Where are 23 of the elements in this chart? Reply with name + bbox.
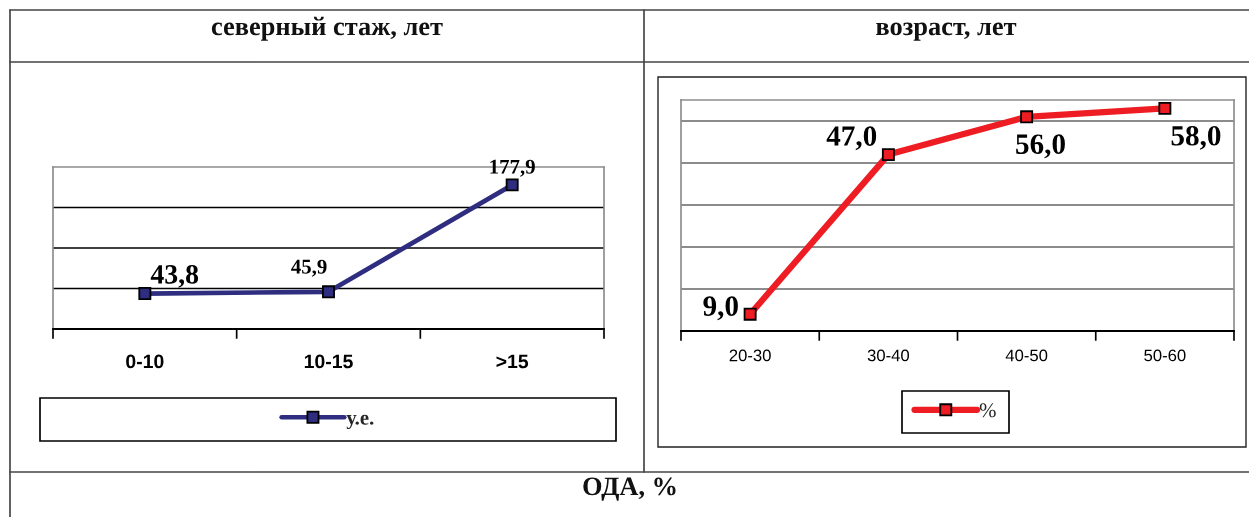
text: ОДА, % (583, 477, 676, 501)
point (1020, 110, 1034, 124)
data-label: 9,0 (703, 296, 738, 321)
point (881, 148, 895, 162)
x-tick-label: >15 (496, 354, 529, 369)
chart-title: северный стаж, лет (211, 16, 443, 41)
data-label: 58,0 (1171, 125, 1221, 150)
x-tick-label: 30-40 (867, 349, 910, 362)
chart-title: возраст, лет (876, 22, 1017, 41)
data-label: 45,9 (291, 259, 327, 277)
data-label: 56,0 (1016, 134, 1065, 159)
legend-label: % (979, 403, 996, 418)
legend-label: у.е. (346, 414, 374, 430)
x-tick-label: 50-60 (1144, 349, 1186, 362)
x-tick-label: 10-15 (304, 354, 353, 369)
data-label: 43,8 (150, 264, 199, 288)
x-tick-label: 20-30 (729, 349, 771, 362)
x-tick-label: 40-50 (1005, 349, 1048, 362)
x-tick-label: 0-10 (126, 354, 164, 369)
data-label: 177,9 (490, 159, 535, 177)
data-label: 47,0 (826, 126, 877, 151)
point (743, 307, 757, 321)
point (1158, 101, 1172, 115)
